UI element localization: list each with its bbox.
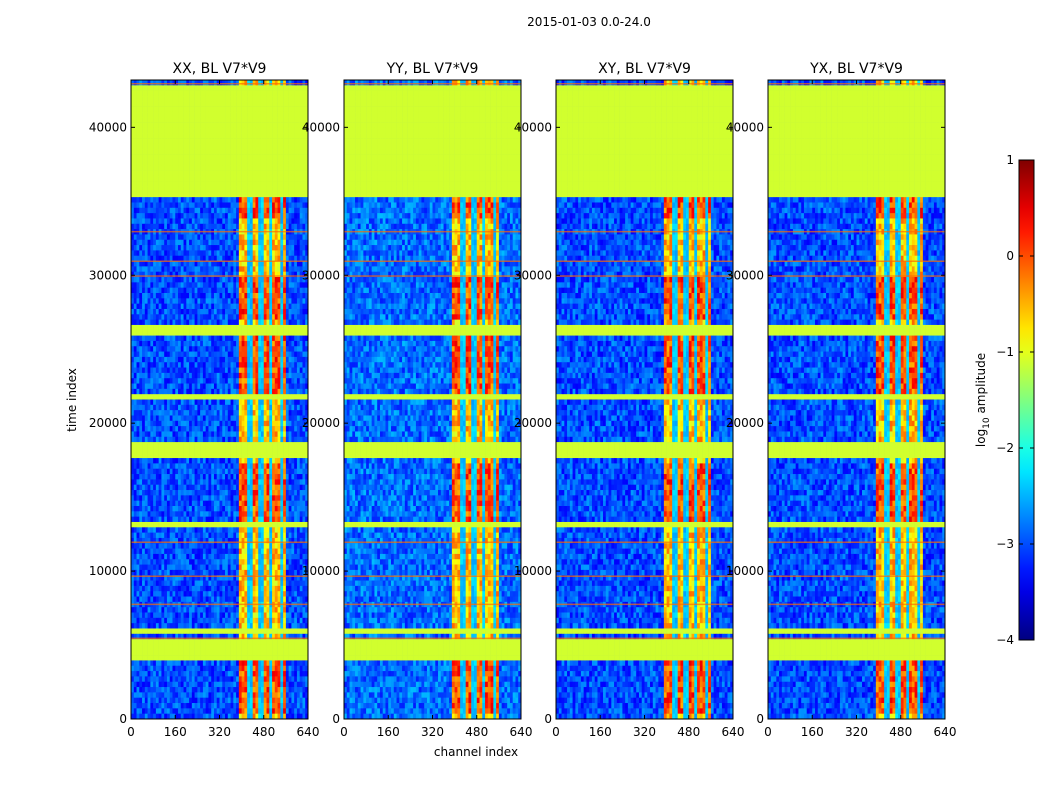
x-tick-label: 480 xyxy=(465,725,488,739)
panel-title: XY, BL V7*V9 xyxy=(598,61,691,77)
y-tick-label: 10000 xyxy=(89,564,127,578)
y-tick-label: 40000 xyxy=(89,120,127,134)
colorbar: 1 0 −1 −2 −3 −4 log10 amplitude xyxy=(974,153,1035,647)
panel-title: YX, BL V7*V9 xyxy=(809,61,903,77)
y-tick-label: 30000 xyxy=(89,268,127,282)
suptitle: 2015-01-03 0.0-24.0 xyxy=(527,15,651,29)
colorbar-tick-label: −3 xyxy=(996,537,1014,551)
panel-xx: XX, BL V7*V9 0 160 320 480 640 0 10000 20000 3000… xyxy=(89,61,320,739)
heatmap-image xyxy=(344,80,521,719)
x-tick-label: 480 xyxy=(252,725,275,739)
y-tick-label: 40000 xyxy=(726,120,764,134)
x-tick-label: 640 xyxy=(934,725,957,739)
y-tick-label: 10000 xyxy=(726,564,764,578)
x-tick-label: 320 xyxy=(845,725,868,739)
colorbar-tick-label: −1 xyxy=(996,345,1014,359)
colorbar-tick-label: −4 xyxy=(996,633,1014,647)
panel-title: YY, BL V7*V9 xyxy=(386,61,479,77)
x-tick-label: 480 xyxy=(889,725,912,739)
colorbar-label: log10 amplitude xyxy=(974,353,992,447)
colorbar-tick-label: −2 xyxy=(996,441,1014,455)
x-tick-label: 320 xyxy=(421,725,444,739)
y-tick-label: 30000 xyxy=(302,268,340,282)
y-tick-label: 20000 xyxy=(514,416,552,430)
x-tick-label: 160 xyxy=(589,725,612,739)
panel-title: XX, BL V7*V9 xyxy=(173,61,267,77)
x-tick-label: 640 xyxy=(510,725,533,739)
y-tick-label: 0 xyxy=(756,712,764,726)
x-tick-label: 0 xyxy=(764,725,772,739)
heatmap-image xyxy=(556,80,733,719)
x-tick-label: 160 xyxy=(801,725,824,739)
y-tick-label: 10000 xyxy=(302,564,340,578)
y-tick-label: 20000 xyxy=(89,416,127,430)
x-tick-label: 0 xyxy=(340,725,348,739)
x-tick-label: 0 xyxy=(552,725,560,739)
colorbar-tick-label: 0 xyxy=(1006,249,1014,263)
x-tick-label: 640 xyxy=(722,725,745,739)
x-axis-label: channel index xyxy=(434,745,518,759)
heatmap-image xyxy=(768,80,945,719)
y-tick-label: 0 xyxy=(119,712,127,726)
x-tick-label: 480 xyxy=(677,725,700,739)
x-tick-label: 320 xyxy=(633,725,656,739)
panel-yx: YX, BL V7*V9 0 160 320 480 640 0 10000 20000 3000… xyxy=(726,61,957,739)
panel-yy: YY, BL V7*V9 0 160 320 480 640 0 10000 20000 3000… xyxy=(302,61,533,739)
colorbar-gradient xyxy=(1018,159,1035,641)
x-tick-label: 160 xyxy=(164,725,187,739)
y-tick-label: 20000 xyxy=(302,416,340,430)
x-tick-label: 160 xyxy=(377,725,400,739)
y-tick-label: 10000 xyxy=(514,564,552,578)
x-tick-label: 0 xyxy=(127,725,135,739)
y-tick-label: 30000 xyxy=(726,268,764,282)
heatmap-image xyxy=(131,80,308,719)
x-tick-label: 320 xyxy=(208,725,231,739)
y-tick-label: 0 xyxy=(332,712,340,726)
y-tick-label: 40000 xyxy=(514,120,552,134)
colorbar-tick-label: 1 xyxy=(1006,153,1014,167)
y-tick-label: 40000 xyxy=(302,120,340,134)
y-tick-label: 20000 xyxy=(726,416,764,430)
y-tick-label: 30000 xyxy=(514,268,552,282)
x-tick-label: 640 xyxy=(297,725,320,739)
y-axis-label: time index xyxy=(65,368,79,432)
y-tick-label: 0 xyxy=(544,712,552,726)
panel-xy: XY, BL V7*V9 0 160 320 480 640 0 10000 20000 3000… xyxy=(514,61,745,739)
panels: XX, BL V7*V9 0 160 320 480 640 0 10000 20000 3000… xyxy=(89,61,957,739)
